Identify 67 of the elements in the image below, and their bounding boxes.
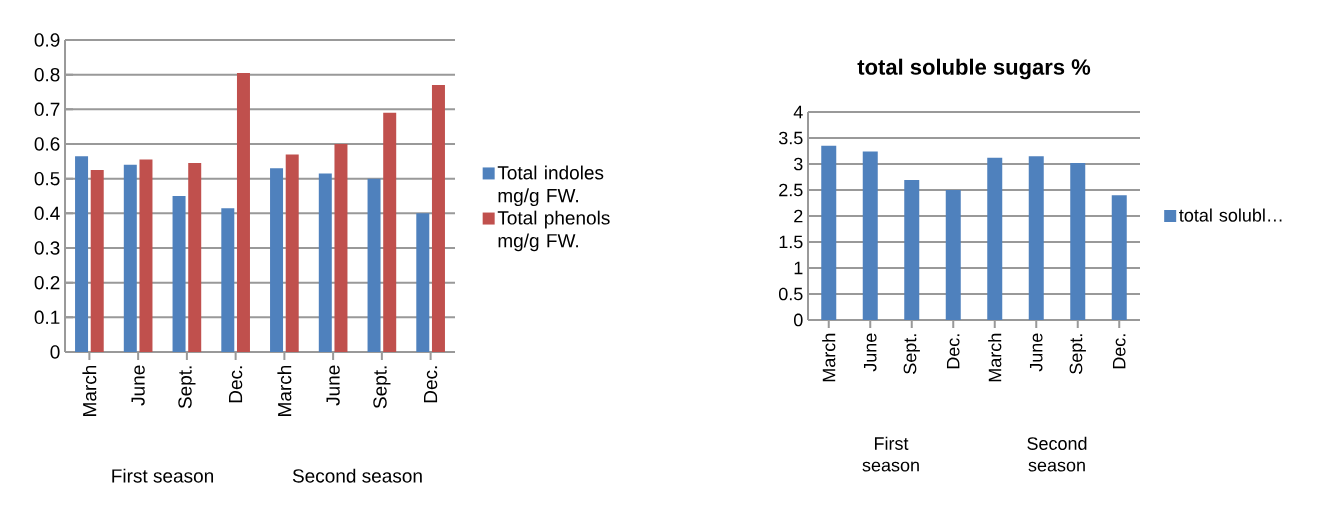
x-tick-label: March <box>277 365 292 416</box>
y-tick-label: 1.5 <box>779 235 803 249</box>
bar <box>383 112 397 352</box>
y-tick-label: 1 <box>794 261 803 275</box>
bar <box>270 168 284 352</box>
x-tick-label: June <box>1029 333 1043 372</box>
x-tick-label: Dec. <box>424 366 438 403</box>
y-tick-label: 0.5 <box>778 287 803 301</box>
y-tick-label: 0 <box>793 313 803 327</box>
bar <box>1028 156 1044 320</box>
bar <box>821 145 837 320</box>
y-tick-label: 0.4 <box>34 206 60 221</box>
y-tick-label: 4 <box>793 105 803 119</box>
y-tick-label: 0.6 <box>34 137 60 151</box>
y-tick-label: 2.5 <box>779 183 803 197</box>
bar <box>431 85 445 352</box>
x-tick-label: Sept. <box>1069 334 1086 374</box>
bar <box>139 159 153 352</box>
x-tick-label: Sept. <box>903 334 920 374</box>
x-tick-label: June <box>326 365 340 406</box>
y-tick-label: 0 <box>50 345 60 359</box>
x-tick-label: June <box>863 333 877 372</box>
x-tick-label: Dec. <box>229 366 243 403</box>
bar <box>1070 162 1086 320</box>
x-tick-label: Sept. <box>373 366 391 409</box>
x-tick-label: March <box>82 365 97 416</box>
bar <box>334 144 348 352</box>
bar <box>862 151 878 320</box>
legend-label: Total indoles mg/g FW. <box>497 165 604 207</box>
bar <box>221 208 235 352</box>
text: Second season <box>1027 436 1087 472</box>
text: First season <box>862 436 919 472</box>
y-tick-label: 0.1 <box>34 310 60 325</box>
y-tick-label: 0.7 <box>34 102 60 117</box>
text: Second season <box>292 468 422 483</box>
chart-title: total soluble sugars % <box>857 58 1091 80</box>
bar <box>90 169 104 352</box>
x-tick-label: June <box>131 365 145 406</box>
bar <box>318 173 332 352</box>
bar <box>367 178 381 352</box>
bar <box>945 190 961 320</box>
text: First season <box>112 468 214 483</box>
bar <box>172 195 186 352</box>
bar <box>1111 195 1127 320</box>
x-tick-label: Sept. <box>178 366 196 409</box>
bar <box>987 157 1003 320</box>
y-tick-label: 3 <box>793 157 803 171</box>
x-tick-label: Dec. <box>1112 334 1126 369</box>
bar <box>236 72 250 352</box>
y-tick-label: 0.3 <box>34 241 60 255</box>
y-tick-label: 0.2 <box>34 275 60 290</box>
bar <box>123 164 137 352</box>
legend-label: Total phenols mg/g FW. <box>497 210 610 252</box>
x-tick-label: Dec. <box>946 334 960 369</box>
bar <box>285 154 299 352</box>
y-tick-label: 0.5 <box>34 171 60 186</box>
x-tick-label: March <box>822 333 836 382</box>
bar <box>416 213 430 352</box>
y-tick-label: 3.5 <box>778 131 803 145</box>
y-tick-label: 0.9 <box>34 33 60 47</box>
y-tick-label: 0.8 <box>34 67 60 82</box>
bar <box>188 163 202 352</box>
y-tick-label: 2 <box>794 209 803 223</box>
legend-label: total solubl… <box>1179 208 1282 222</box>
x-tick-label: March <box>988 333 1002 382</box>
bar <box>75 156 89 352</box>
bar <box>904 180 920 320</box>
